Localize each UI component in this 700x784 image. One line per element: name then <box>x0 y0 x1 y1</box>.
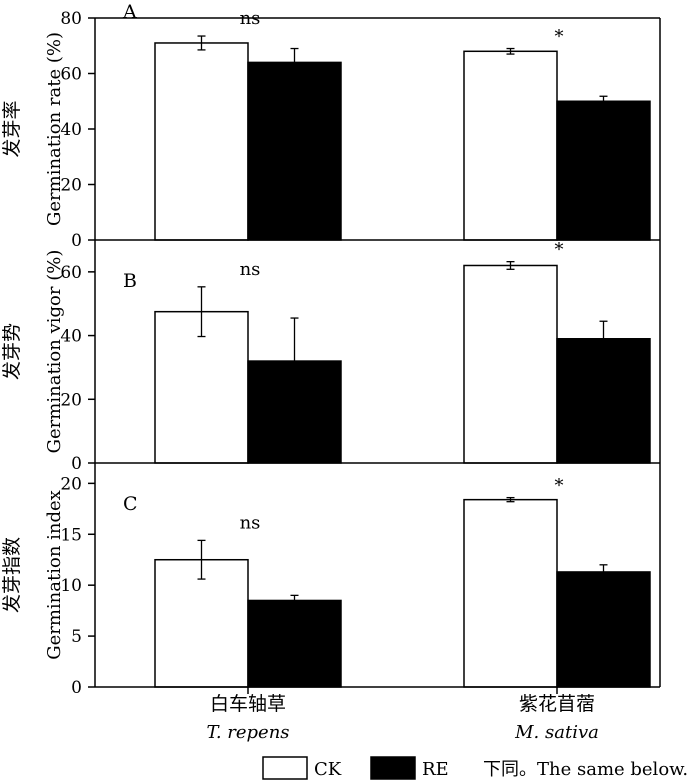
panel-letter: A <box>122 1 137 23</box>
bar-ck-t-repens <box>154 558 249 688</box>
significance-label: ns <box>240 512 261 533</box>
category-label-latin-m-sativa: M. sativa <box>514 722 599 743</box>
y-axis-label-en: Germination index <box>44 490 65 660</box>
bar-re-t-repens <box>247 599 342 688</box>
panel-letter: C <box>123 493 138 515</box>
significance-label: * <box>555 240 564 261</box>
y-tick-label: 15 <box>60 525 82 545</box>
category-label-cn-m-sativa: 紫花苜蓿 <box>519 693 595 715</box>
y-tick-label: 60 <box>60 65 82 85</box>
y-tick-label: 20 <box>60 390 82 410</box>
y-axis-label-en: Germination vigor (%) <box>44 250 65 454</box>
legend-swatch-ck <box>262 756 308 780</box>
y-tick-label: 80 <box>60 9 82 29</box>
bar-ck-m-sativa <box>463 498 558 688</box>
bar-ck-t-repens <box>154 42 249 241</box>
panel-letter: B <box>123 270 137 292</box>
significance-label: ns <box>240 259 261 280</box>
y-tick-label: 20 <box>60 176 82 196</box>
y-tick-label: 40 <box>60 120 82 140</box>
legend-swatch-re <box>370 756 416 780</box>
y-tick-label: 40 <box>60 327 82 347</box>
significance-label: * <box>555 476 564 497</box>
y-tick-label: 0 <box>71 231 82 251</box>
bar-ck-m-sativa <box>463 264 558 464</box>
category-label-cn-t-repens: 白车轴草 <box>210 693 286 715</box>
y-axis-label-cn: 发芽率 <box>1 100 23 157</box>
y-axis-label-cn: 发芽指数 <box>1 537 23 613</box>
bar-re-m-sativa <box>556 338 651 464</box>
bar-ck-m-sativa <box>463 50 558 241</box>
y-tick-label: 20 <box>60 474 82 494</box>
bar-re-m-sativa <box>556 100 651 241</box>
y-tick-label: 10 <box>60 576 82 596</box>
category-label-latin-t-repens: T. repens <box>206 722 289 743</box>
legend-label-ck: CK <box>314 759 342 780</box>
y-axis-label-en: Germination rate (%) <box>44 32 65 226</box>
y-axis-label-cn: 发芽势 <box>1 323 23 380</box>
bar-re-t-repens <box>247 360 342 464</box>
bar-re-t-repens <box>247 61 342 241</box>
y-tick-label: 0 <box>71 678 82 698</box>
significance-label: * <box>555 27 564 48</box>
panel-c: 0 5 10 15 20 ns * C Germination index 发芽指数 <box>1 474 651 698</box>
bar-re-m-sativa <box>556 571 651 688</box>
y-tick-label: 5 <box>71 627 82 647</box>
panel-b: 0 20 40 60 ns * B Germination vigor (%) 发芽势 <box>1 240 651 474</box>
y-tick-label: 60 <box>60 263 82 283</box>
legend-note: 下同。The same below. <box>483 759 688 780</box>
legend-label-re: RE <box>422 759 449 780</box>
y-tick-label: 0 <box>71 454 82 474</box>
